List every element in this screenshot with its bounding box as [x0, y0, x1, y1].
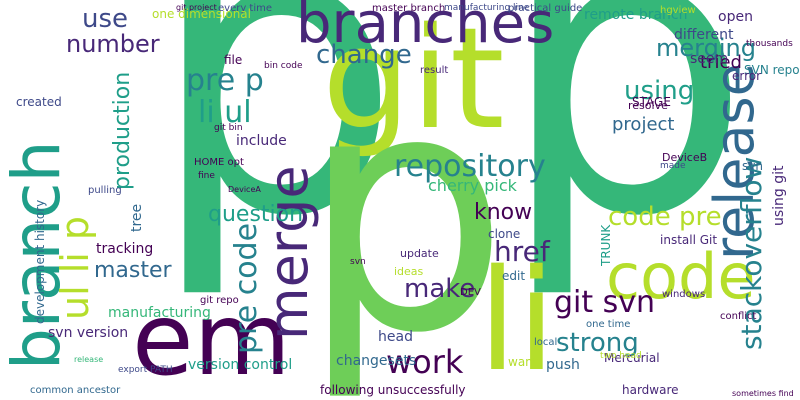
- word-production: production: [110, 71, 135, 190]
- word-pulling: local: [534, 337, 558, 348]
- word-fine: release: [74, 355, 104, 364]
- word-li-big: li: [478, 240, 556, 400]
- word-install-git: install Git: [660, 233, 718, 247]
- word-head: head: [378, 329, 413, 345]
- word-using-git: using git: [771, 165, 787, 226]
- word-master-branch: master branch: [372, 3, 446, 14]
- word-export-path: HOME opt: [194, 157, 244, 168]
- word-merging: merging: [656, 34, 756, 62]
- word-manufacturing-line: practical guide: [508, 3, 583, 14]
- word-trunk: TRUNK: [599, 224, 613, 266]
- word-project: project: [612, 114, 675, 135]
- word-cherry-pick: cherry pick: [428, 176, 517, 195]
- word-code-pre: code pre: [608, 202, 722, 232]
- word-master: master: [94, 258, 172, 283]
- word-include: include: [236, 133, 287, 149]
- word-push: push: [546, 357, 580, 373]
- word-svn: svn: [742, 159, 763, 173]
- word-p-right: p: [498, 0, 752, 304]
- word-use: use: [82, 4, 129, 34]
- word-result: made: [660, 161, 686, 171]
- word-file: file: [224, 53, 243, 67]
- word-practical-guide: every time: [218, 3, 273, 14]
- word-following-unsuccessfully: following unsuccessfully: [320, 383, 466, 397]
- word-manufacturing: manufacturing: [108, 305, 211, 321]
- word-svn-version: svn version: [48, 325, 129, 341]
- word-git: git: [322, 0, 505, 161]
- word-hardware: conflict: [720, 311, 757, 322]
- word-dev: DEV: [460, 287, 481, 298]
- word-question: question: [208, 202, 304, 227]
- word-svn-repository: SVN repository: [744, 63, 800, 77]
- word-two-head: two head: [600, 351, 642, 361]
- word-pre-p: pre p: [186, 63, 264, 98]
- word-sometimes-find: sometimes find: [732, 389, 794, 398]
- word-clone: clone: [488, 227, 521, 241]
- word-open: different: [674, 27, 734, 43]
- word-windows: windows: [662, 289, 706, 300]
- word-common-ancestor: common ancestor: [30, 385, 121, 396]
- word-merge: merge: [257, 165, 320, 340]
- word-hgview: hgview: [660, 5, 696, 16]
- word-thousands: thousands: [746, 39, 793, 49]
- word-strong: strong: [556, 328, 639, 358]
- word-one-time: svn: [350, 257, 366, 267]
- word-error: error: [732, 69, 762, 83]
- word-tried: tried: [700, 52, 742, 73]
- word-li-ul: li ul: [198, 95, 252, 130]
- word-made: DeviceB: [662, 151, 708, 164]
- word-local: hardware: [622, 383, 679, 397]
- word-git-project: manufacturing line: [444, 3, 530, 13]
- word-seem: open: [718, 9, 753, 25]
- word-stage: pulling: [88, 185, 122, 196]
- word-every-time: one time: [586, 319, 631, 330]
- word-update: update: [400, 247, 439, 260]
- word-change: change: [316, 40, 412, 70]
- word-remote-branch: remote branch: [584, 7, 688, 23]
- word-tree: tree: [129, 203, 145, 232]
- word-git-bin: export PATH: [118, 365, 173, 375]
- word-em: em: [132, 281, 291, 398]
- word-deviceb: DeviceA: [228, 185, 261, 194]
- word-one-dimensional: git project: [176, 3, 217, 12]
- word-git-repo: git repo: [200, 295, 239, 306]
- word-created: created: [16, 95, 62, 109]
- word-p-center: p: [300, 21, 510, 400]
- word-development-history: development history: [33, 199, 47, 324]
- word-mercurial: Mercurial: [604, 351, 660, 365]
- word-repository: repository: [394, 149, 546, 184]
- word-work: work: [386, 343, 464, 381]
- word-version-control: version control: [188, 357, 293, 373]
- word-bin-code: git bin: [214, 123, 243, 133]
- word-git-svn: git svn: [554, 285, 656, 320]
- word-make: make: [404, 274, 476, 304]
- word-svn-small: STAGE: [632, 95, 671, 109]
- word-changesets: changesets: [336, 353, 417, 369]
- word-number: number: [66, 30, 160, 58]
- word-know: know: [474, 200, 533, 225]
- word-using: using: [624, 76, 695, 106]
- word-tracking: tracking: [96, 241, 154, 257]
- word-home-opt: fine: [198, 171, 215, 181]
- word-edit: edit: [502, 269, 526, 283]
- word-resolve: result: [420, 65, 449, 76]
- word-conflict: resolve: [628, 99, 668, 112]
- word-devicea: bin code: [264, 61, 303, 71]
- word-branches: branches: [296, 0, 555, 56]
- word-ol: seem: [690, 51, 729, 67]
- word-p-left: p: [148, 0, 402, 304]
- word-different: one dimensional: [152, 7, 251, 21]
- word-href: href: [494, 235, 550, 268]
- word-ul-li-p: ul li p: [53, 215, 97, 320]
- word-want: want: [508, 355, 538, 369]
- word-code: code: [606, 240, 756, 313]
- word-ideas: ideas: [394, 265, 424, 278]
- word-pre-code-left: pre code: [229, 222, 264, 354]
